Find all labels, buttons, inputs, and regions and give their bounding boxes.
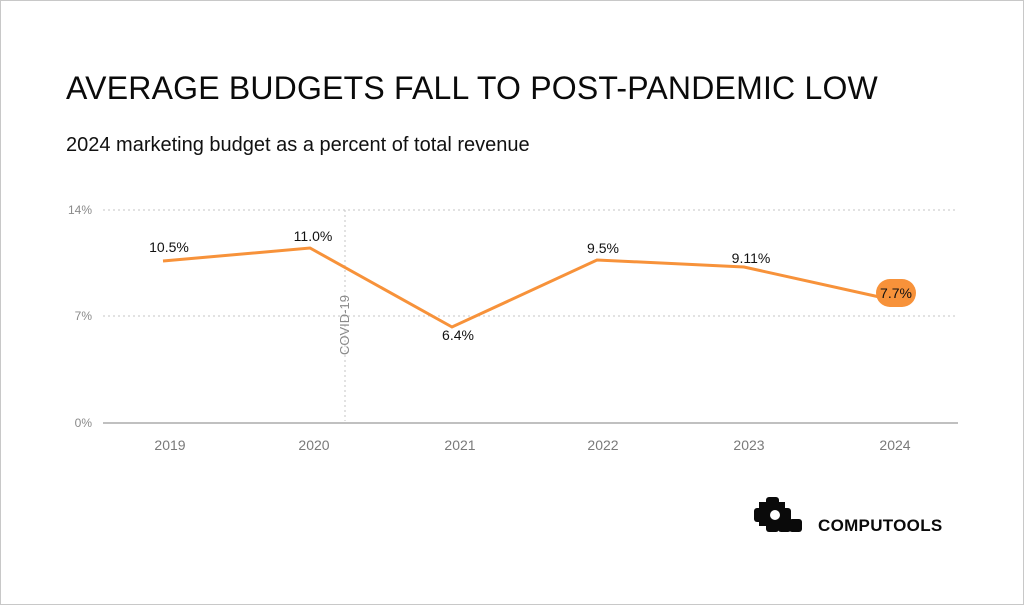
- data-label-2024: 7.7%: [880, 285, 912, 301]
- highlight-2024-badge: [876, 279, 916, 307]
- brand-name: COMPUTOOLS: [818, 516, 943, 535]
- y-tick-0: 0%: [75, 416, 93, 430]
- y-tick-14: 14%: [68, 203, 92, 217]
- x-tick-2022: 2022: [587, 437, 618, 453]
- data-label-2023: 9.11%: [732, 250, 771, 266]
- computools-logo-icon: [754, 497, 802, 532]
- covid-annotation: COVID-19: [337, 295, 352, 355]
- chart-title: AVERAGE BUDGETS FALL TO POST-PANDEMIC LO…: [66, 70, 878, 106]
- data-label-2019: 10.5%: [149, 239, 189, 255]
- x-tick-2024: 2024: [879, 437, 910, 453]
- data-label-2022: 9.5%: [587, 240, 619, 256]
- data-label-2021: 6.4%: [442, 327, 474, 343]
- x-tick-2021: 2021: [444, 437, 475, 453]
- computools-logo: COMPUTOOLS: [754, 497, 943, 541]
- x-tick-2020: 2020: [298, 437, 329, 453]
- x-tick-2023: 2023: [733, 437, 764, 453]
- x-tick-2019: 2019: [154, 437, 185, 453]
- budget-line-series: [162, 246, 885, 329]
- y-tick-7: 7%: [75, 309, 93, 323]
- data-label-2020: 11.0%: [294, 228, 333, 244]
- chart-subtitle: 2024 marketing budget as a percent of to…: [66, 134, 530, 156]
